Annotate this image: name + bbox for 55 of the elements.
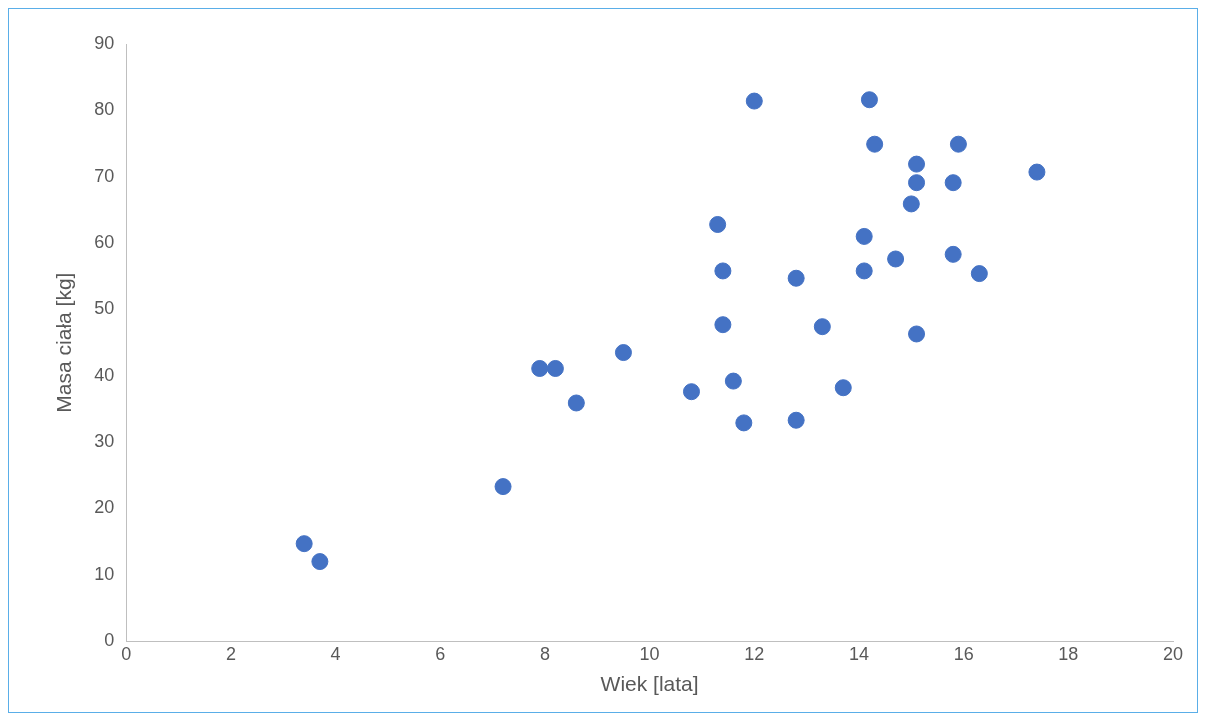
x-tick-label: 0 xyxy=(121,643,132,664)
x-axis-title: Wiek [lata] xyxy=(600,672,699,696)
point xyxy=(567,394,585,412)
point xyxy=(834,379,852,397)
point xyxy=(902,195,920,213)
y-tick-label: 10 xyxy=(94,563,115,584)
x-tick-label: 8 xyxy=(539,643,550,664)
point xyxy=(714,316,732,334)
x-tick-label: 16 xyxy=(953,643,974,664)
y-tick-label: 50 xyxy=(94,298,115,319)
point xyxy=(949,135,967,153)
x-tick-label: 12 xyxy=(744,643,765,664)
point xyxy=(855,262,873,280)
x-tick-label: 2 xyxy=(225,643,236,664)
point xyxy=(531,359,549,377)
point xyxy=(745,92,763,110)
point xyxy=(887,250,905,268)
y-tick-label: 40 xyxy=(94,364,115,385)
y-tick-label: 60 xyxy=(94,232,115,253)
point xyxy=(787,269,805,287)
point xyxy=(735,414,753,432)
y-tick-label: 30 xyxy=(94,431,115,452)
point xyxy=(944,174,962,192)
y-tick-label: 90 xyxy=(94,32,115,53)
point xyxy=(709,215,727,233)
point xyxy=(866,135,884,153)
point xyxy=(908,155,926,173)
y-axis-title: Masa ciała [kg] xyxy=(52,272,76,413)
point xyxy=(908,174,926,192)
x-tick-label: 6 xyxy=(435,643,446,664)
point xyxy=(908,325,926,343)
point xyxy=(813,318,831,336)
x-tick-label: 4 xyxy=(330,643,341,664)
x-tick-label: 20 xyxy=(1162,643,1184,664)
x-tick-label: 10 xyxy=(639,643,660,664)
point xyxy=(494,478,512,496)
point xyxy=(311,553,329,571)
point xyxy=(714,262,732,280)
point xyxy=(724,372,742,390)
y-tick-label: 0 xyxy=(104,630,115,651)
x-tick-label: 14 xyxy=(848,643,869,664)
point xyxy=(1028,163,1046,181)
point xyxy=(295,535,313,553)
y-tick-label: 70 xyxy=(94,165,115,186)
point xyxy=(970,265,988,283)
point xyxy=(682,383,700,401)
point xyxy=(614,344,632,362)
point xyxy=(787,411,805,429)
x-tick-label: 18 xyxy=(1058,643,1079,664)
point xyxy=(546,359,564,377)
point xyxy=(944,245,962,263)
y-tick-label: 20 xyxy=(94,497,115,518)
point xyxy=(855,227,873,245)
y-tick-label: 80 xyxy=(94,99,115,120)
point xyxy=(860,91,878,109)
